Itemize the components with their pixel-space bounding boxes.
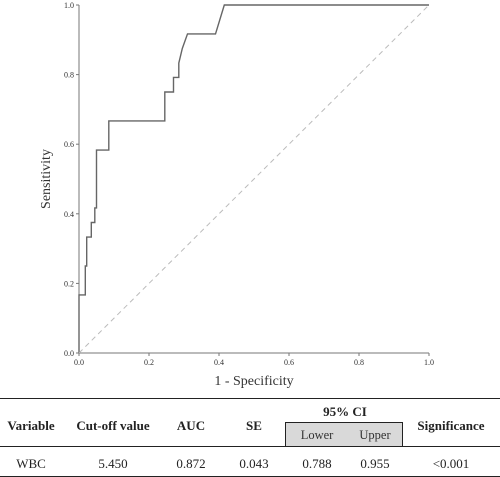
header-variable: Variable (7, 418, 55, 433)
y-tick-label: 0.2 (64, 279, 74, 288)
reference-diagonal-line (78, 4, 430, 354)
x-tick-label: 0.8 (354, 358, 364, 367)
roc-chart: 0.0 0.2 0.4 0.6 0.8 1.0 0.0 0.2 0.4 0.6 0.8 1.0 1 … (39, 1, 434, 389)
x-axis-title: 1 - Specificity (214, 374, 293, 389)
table-top-rule (0, 398, 500, 399)
cell-ci-lower: 0.788 (302, 456, 332, 471)
header-significance: Significance (417, 418, 485, 433)
y-tick-label: 1.0 (64, 1, 74, 10)
x-axis-ticks: 0.0 0.2 0.4 0.6 0.8 1.0 (74, 353, 434, 367)
header-ci-lower: Lower (300, 428, 334, 442)
y-tick-label: 0.0 (64, 349, 74, 358)
x-tick-label: 0.2 (144, 358, 154, 367)
header-ci-upper: Upper (359, 428, 391, 442)
header-ci: 95% CI (323, 404, 367, 419)
y-tick-label: 0.8 (64, 71, 74, 80)
y-axis-ticks: 0.0 0.2 0.4 0.6 0.8 1.0 (64, 1, 79, 358)
table-header-rule (0, 446, 500, 447)
roc-curve-line (78, 4, 429, 353)
x-tick-label: 0.4 (214, 358, 224, 367)
cell-se: 0.043 (239, 456, 269, 471)
header-cutoff: Cut-off value (76, 418, 150, 433)
y-tick-label: 0.6 (64, 140, 74, 149)
header-se: SE (246, 418, 262, 433)
cell-cutoff: 5.450 (98, 456, 128, 471)
cell-ci-upper: 0.955 (360, 456, 390, 471)
x-tick-label: 1.0 (424, 358, 434, 367)
plot-area (78, 4, 430, 354)
header-auc: AUC (176, 418, 206, 433)
cell-significance: <0.001 (432, 456, 470, 471)
cell-auc: 0.872 (176, 456, 206, 471)
y-axis-title: Sensitivity (39, 149, 54, 209)
ci-subheader-box (285, 422, 403, 446)
cell-variable: WBC (16, 456, 46, 471)
x-tick-label: 0.0 (74, 358, 84, 367)
y-tick-label: 0.4 (64, 210, 74, 219)
x-tick-label: 0.6 (284, 358, 294, 367)
